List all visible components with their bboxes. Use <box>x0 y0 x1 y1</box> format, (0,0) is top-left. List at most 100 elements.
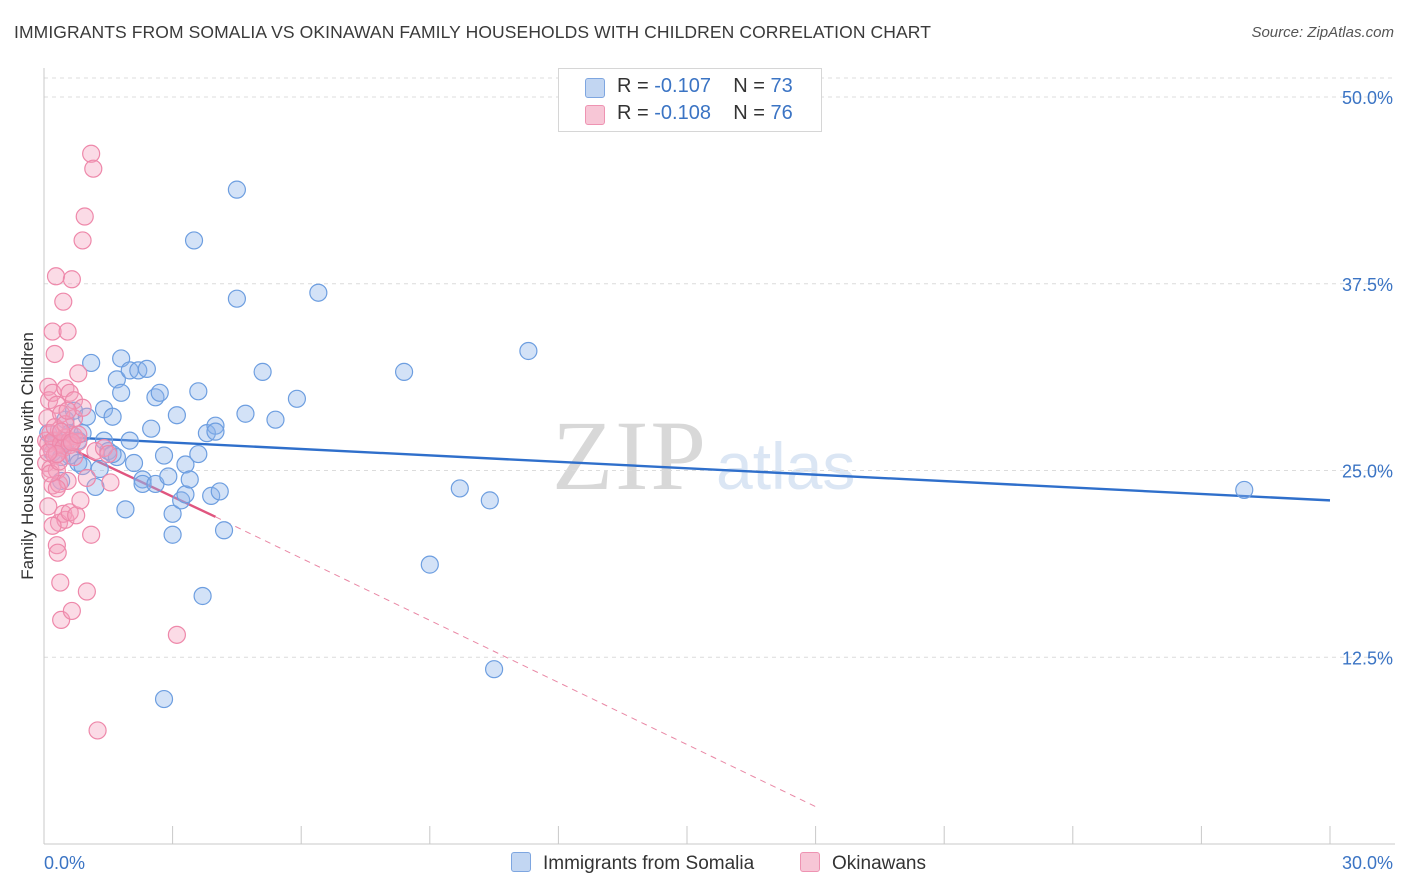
data-point <box>58 471 77 491</box>
data-point <box>73 398 92 417</box>
data-point <box>189 444 208 464</box>
data-point <box>47 536 66 555</box>
data-point <box>77 468 96 488</box>
data-point <box>116 500 135 519</box>
data-point <box>485 660 504 679</box>
data-point <box>214 521 234 540</box>
data-points <box>37 144 1254 740</box>
data-point <box>309 283 328 302</box>
data-point <box>124 453 144 473</box>
legend-n-value: 76 <box>770 102 793 124</box>
legend-n-label: N = <box>733 102 771 124</box>
data-point <box>236 404 255 423</box>
tick-labels: 12.5% 25.0% 37.5% 50.0% 0.0% 30.0% <box>44 88 1393 873</box>
y-tick-label: 37.5% <box>1342 275 1393 295</box>
data-point <box>47 395 66 414</box>
data-point <box>82 144 101 163</box>
data-point <box>103 407 122 426</box>
y-tick-label: 12.5% <box>1342 648 1393 668</box>
data-point <box>287 389 307 408</box>
data-point <box>180 470 199 489</box>
data-point <box>77 582 96 601</box>
data-point <box>51 573 70 592</box>
data-point <box>159 467 178 486</box>
data-point <box>58 322 77 341</box>
data-point <box>184 231 204 250</box>
axes <box>43 68 1395 845</box>
y-axis-label: Family Households with Children <box>18 332 37 580</box>
x-tick-label-min: 0.0% <box>44 853 85 873</box>
bottom-legend-swatch-somalia <box>511 852 531 872</box>
data-point <box>62 433 81 452</box>
data-point <box>266 410 285 429</box>
source-label: Source: ZipAtlas.com <box>1251 24 1394 41</box>
bottom-legend-somalia: Immigrants from Somalia <box>511 852 754 875</box>
data-point <box>394 362 414 381</box>
data-point <box>43 516 62 535</box>
data-point <box>206 416 225 435</box>
data-point <box>176 455 195 474</box>
data-point <box>45 344 64 364</box>
data-point <box>48 543 67 562</box>
trend-lines <box>43 434 1331 808</box>
watermark-zip: ZIP <box>552 400 708 511</box>
data-point <box>64 447 84 467</box>
legend-swatch-okinawans <box>585 105 605 125</box>
y-tick-label: 50.0% <box>1342 88 1393 108</box>
data-point <box>71 491 90 510</box>
data-point <box>47 479 66 498</box>
data-point <box>1235 480 1254 500</box>
legend-r-value: -0.108 <box>654 102 711 124</box>
watermark-atlas: atlas <box>716 429 856 503</box>
data-point <box>189 382 208 401</box>
data-point <box>167 406 186 425</box>
legend-r-value: -0.107 <box>654 75 711 97</box>
data-point <box>154 689 174 709</box>
data-point <box>206 422 225 441</box>
data-point <box>227 180 246 199</box>
legend-r-label: R = <box>617 102 655 124</box>
data-point <box>163 525 182 544</box>
data-point <box>88 721 107 740</box>
data-point <box>120 431 139 450</box>
trend-line-extension <box>215 516 816 808</box>
data-point <box>69 425 88 444</box>
data-point <box>82 353 101 373</box>
data-point <box>202 486 221 505</box>
data-point <box>133 474 152 494</box>
data-point <box>176 485 195 504</box>
bottom-legend-label-okinawans: Okinawans <box>832 853 926 874</box>
data-point <box>84 159 103 178</box>
data-point <box>90 459 109 479</box>
data-point <box>210 482 229 501</box>
chart-title: IMMIGRANTS FROM SOMALIA VS OKINAWAN FAMI… <box>14 22 931 42</box>
data-point <box>39 497 58 516</box>
data-point <box>62 270 81 289</box>
grid <box>44 77 1395 658</box>
data-point <box>62 601 81 621</box>
data-point <box>101 473 120 492</box>
data-point <box>137 359 156 379</box>
data-point <box>142 419 161 438</box>
data-point <box>107 370 126 389</box>
trend-line-somalia <box>43 434 1331 502</box>
data-point <box>43 322 62 341</box>
legend-n-value: 73 <box>770 75 793 97</box>
data-point <box>480 491 499 510</box>
bottom-legend-swatch-okinawans <box>800 852 820 872</box>
data-point <box>112 383 131 402</box>
data-point <box>46 267 66 286</box>
legend: R = -0.107 N = 73 R = -0.108 N = 76 <box>558 68 822 132</box>
bottom-legend-okinawans: Okinawans <box>800 852 926 875</box>
data-point <box>163 504 182 523</box>
series-okinawans <box>37 144 186 740</box>
data-point <box>54 292 73 311</box>
data-point <box>519 341 538 361</box>
legend-n-label: N = <box>733 75 771 97</box>
data-point <box>420 555 439 574</box>
data-point <box>82 525 101 544</box>
series-somalia <box>39 180 1254 709</box>
data-point <box>58 401 77 420</box>
data-point <box>227 289 246 308</box>
